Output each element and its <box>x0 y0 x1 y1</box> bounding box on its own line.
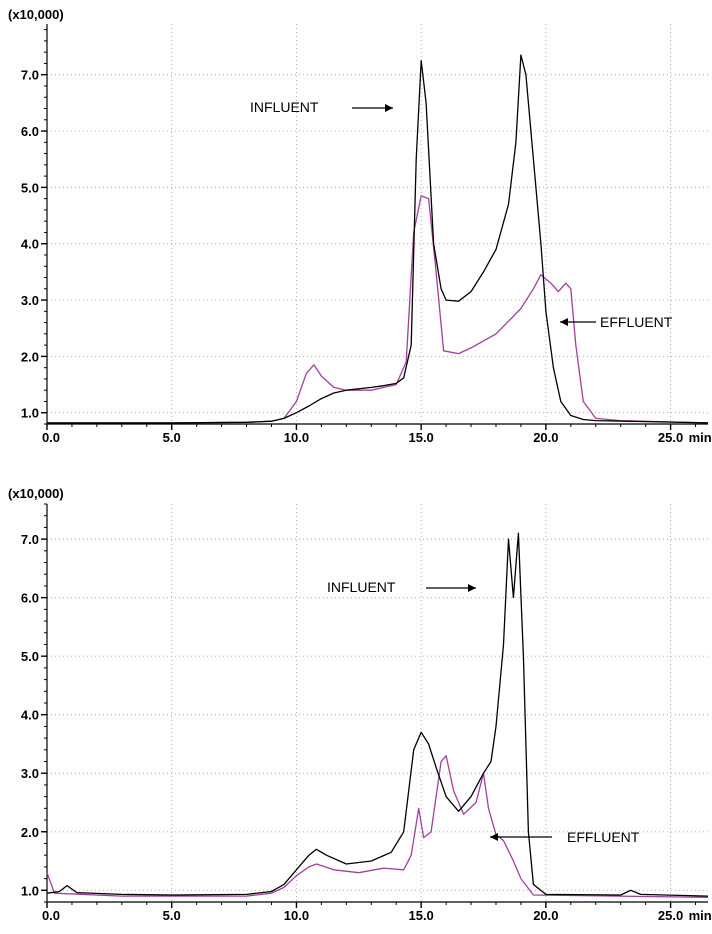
y-tick-label: 5.0 <box>21 180 39 195</box>
x-tick-label: 0.0 <box>42 908 60 923</box>
effluent-annotation-label: EFFLUENT <box>567 829 640 845</box>
y-tick-label: 1.0 <box>21 406 39 421</box>
y-tick-label: 4.0 <box>21 237 39 252</box>
x-tick-label: 20.0 <box>533 430 558 445</box>
influent-trace <box>46 532 709 897</box>
x-tick-label: 20.0 <box>533 908 558 923</box>
y-tick-label: 5.0 <box>21 649 39 664</box>
chromatogram-panel-bottom: (x10,000) 1.0 2.0 3.0 4.0 5.0 6.0 7.0 0.0 5.0 10.0… <box>8 486 712 923</box>
influent-annotation-label: INFLUENT <box>327 579 396 595</box>
y-tick-label: 2.0 <box>21 349 39 364</box>
x-tick-label: 15.0 <box>408 908 433 923</box>
x-tick-label: 0.0 <box>42 430 60 445</box>
x-tick-label: 10.0 <box>284 908 309 923</box>
effluent-arrowhead <box>490 833 498 841</box>
y-tick-label: 3.0 <box>21 766 39 781</box>
y-tick-label: 4.0 <box>21 708 39 723</box>
x-tick-label: 5.0 <box>163 430 181 445</box>
influent-arrowhead <box>385 104 393 112</box>
influent-annotation-label: INFLUENT <box>250 99 319 115</box>
y-tick-label: 7.0 <box>21 68 39 83</box>
x-tick-label: 25.0 <box>658 430 683 445</box>
influent-arrowhead <box>468 584 476 592</box>
x-tick-label: 5.0 <box>163 908 181 923</box>
effluent-arrowhead <box>560 318 568 326</box>
x-tick-label: 10.0 <box>284 430 309 445</box>
y-tick-label: 6.0 <box>21 124 39 139</box>
y-tick-label: 2.0 <box>21 825 39 840</box>
y-scale-label: (x10,000) <box>8 7 64 22</box>
effluent-trace <box>47 195 709 424</box>
chromatogram-panel-top: (x10,000) 1.0 2.0 3.0 4.0 5.0 6.0 7.0 0.0 5.0 10.0… <box>8 7 712 445</box>
y-tick-label: 7.0 <box>21 532 39 547</box>
y-tick-label: 3.0 <box>21 293 39 308</box>
y-tick-label: 1.0 <box>21 883 39 898</box>
x-unit-label: min <box>689 430 712 445</box>
x-tick-label: 15.0 <box>408 430 433 445</box>
x-tick-label: 25.0 <box>658 908 683 923</box>
y-scale-label: (x10,000) <box>8 486 64 501</box>
influent-trace <box>47 54 709 424</box>
effluent-annotation-label: EFFLUENT <box>600 314 673 330</box>
y-tick-label: 6.0 <box>21 591 39 606</box>
effluent-trace <box>46 755 709 898</box>
x-unit-label: min <box>689 908 712 923</box>
